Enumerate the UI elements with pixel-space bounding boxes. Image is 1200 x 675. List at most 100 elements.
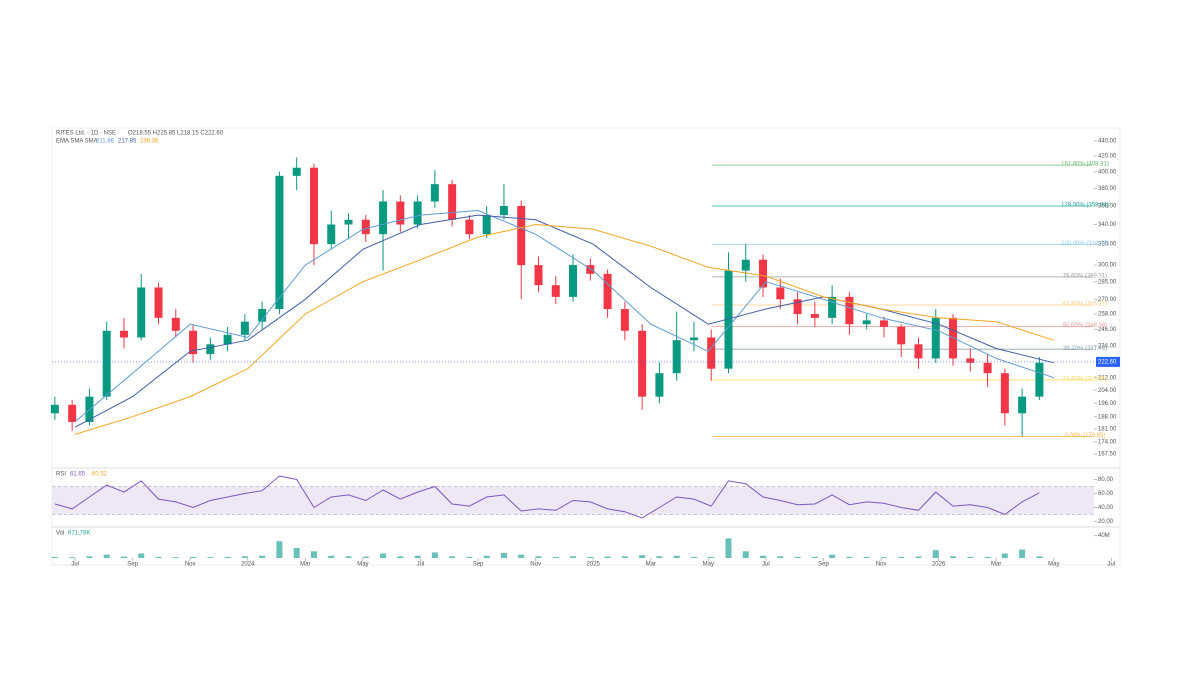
y-tick-label: 258.00 bbox=[1098, 312, 1117, 318]
volume-bar bbox=[483, 555, 490, 558]
y-tick-label: 285.00 bbox=[1098, 279, 1117, 285]
volume-bar bbox=[656, 556, 663, 558]
volume-bar bbox=[777, 556, 784, 558]
y-tick-label: 40.00 bbox=[1098, 505, 1114, 511]
y-tick-label: 167.50 bbox=[1098, 452, 1117, 458]
fib-label: 78.60% (289.31) bbox=[1063, 273, 1107, 279]
volume-bar bbox=[328, 555, 335, 558]
volume-bar bbox=[725, 538, 732, 558]
indicator-value: 217.85 bbox=[118, 139, 137, 145]
x-tick-label: Mar bbox=[300, 562, 310, 568]
volume-bar bbox=[397, 556, 404, 558]
y-tick-label: 181.00 bbox=[1098, 427, 1117, 433]
candle-body bbox=[275, 175, 284, 310]
x-tick-label: May bbox=[357, 562, 368, 568]
volume-bar bbox=[1001, 553, 1008, 558]
y-tick-label: 340.00 bbox=[1098, 222, 1117, 228]
x-tick-label: Nov bbox=[876, 562, 887, 568]
fib-label: 23.60% (210.61) bbox=[1063, 376, 1107, 382]
volume-bar bbox=[293, 547, 300, 558]
y-tick-label: 440.00 bbox=[1098, 138, 1117, 144]
last-price-label: 222.60 bbox=[1098, 359, 1117, 365]
candle-body bbox=[655, 373, 664, 397]
candle-body bbox=[137, 287, 146, 338]
y-tick-label: 420.00 bbox=[1098, 154, 1117, 160]
volume-bar bbox=[604, 556, 611, 558]
volume-bar bbox=[103, 554, 110, 558]
y-tick-label: 360.00 bbox=[1098, 204, 1117, 210]
volume-value: 671.78K bbox=[68, 531, 90, 537]
ohlc-label: O218.55 H225.85 L218.15 C222.60 bbox=[128, 131, 224, 137]
candle-body bbox=[102, 330, 111, 397]
volume-bar bbox=[984, 556, 991, 558]
candle-body bbox=[413, 201, 422, 225]
volume-bar bbox=[449, 556, 456, 558]
volume-bar bbox=[207, 557, 214, 558]
volume-bar bbox=[742, 551, 749, 558]
y-tick-label: 380.00 bbox=[1098, 186, 1117, 192]
volume-bar bbox=[172, 557, 179, 558]
x-tick-label: Sep bbox=[127, 562, 138, 568]
fib-label: 50.00% (248.38) bbox=[1063, 323, 1107, 329]
candle-body bbox=[327, 224, 336, 245]
candle-body bbox=[741, 259, 750, 271]
y-tick-label: 80.00 bbox=[1098, 477, 1114, 483]
volume-bar bbox=[190, 556, 197, 558]
y-tick-label: 270.00 bbox=[1098, 297, 1117, 303]
volume-bar bbox=[950, 556, 957, 558]
volume-bar bbox=[673, 555, 680, 558]
x-tick-label: Jul bbox=[762, 562, 770, 568]
volume-bar bbox=[362, 556, 369, 558]
candle-body bbox=[793, 299, 802, 315]
volume-bar bbox=[587, 556, 594, 558]
candle-body bbox=[534, 265, 543, 286]
moving-average bbox=[74, 214, 1054, 428]
fib-label: 0.00% (176.85) bbox=[1064, 433, 1105, 439]
candle-body bbox=[810, 314, 819, 318]
candle-body bbox=[50, 404, 59, 414]
volume-bar bbox=[1019, 549, 1026, 558]
volume-bar bbox=[380, 553, 387, 558]
volume-bar bbox=[414, 555, 421, 558]
candle-body bbox=[897, 326, 906, 345]
candle-body bbox=[879, 320, 888, 327]
volume-bar bbox=[518, 554, 525, 558]
volume-bar bbox=[535, 556, 542, 558]
candle-body bbox=[1000, 373, 1009, 414]
volume-bar bbox=[1036, 556, 1043, 558]
volume-bar bbox=[138, 553, 145, 558]
volume-bar bbox=[794, 556, 801, 558]
candle-body bbox=[361, 219, 370, 235]
x-tick-label: Sep bbox=[818, 562, 829, 568]
candle-body bbox=[517, 205, 526, 266]
volume-bar bbox=[846, 556, 853, 558]
x-tick-label: Jul bbox=[71, 562, 79, 568]
moving-average bbox=[74, 223, 1054, 435]
volume-bar bbox=[690, 556, 697, 558]
candle-body bbox=[309, 167, 318, 245]
candle-body bbox=[379, 201, 388, 235]
x-tick-label: Mar bbox=[646, 562, 656, 568]
y-tick-label: 212.00 bbox=[1098, 375, 1117, 381]
indicator-label: EMA SMA SMA bbox=[56, 139, 98, 145]
rsi-line bbox=[54, 475, 1040, 519]
moving-average bbox=[74, 209, 1054, 423]
indicator-value: 236.36 bbox=[140, 139, 159, 145]
candle-body bbox=[258, 309, 267, 322]
volume-bar bbox=[621, 556, 628, 558]
volume-bar bbox=[259, 555, 266, 558]
candle-body bbox=[68, 404, 77, 422]
volume-bar bbox=[120, 556, 127, 558]
volume-bar bbox=[224, 556, 231, 558]
candle-body bbox=[1035, 362, 1044, 397]
volume-bar bbox=[880, 557, 887, 558]
indicator-value: 211.86 bbox=[96, 139, 115, 145]
volume-bar bbox=[155, 556, 162, 558]
volume-bar bbox=[69, 557, 76, 558]
candle-body bbox=[759, 259, 768, 288]
volume-bar bbox=[898, 556, 905, 558]
y-tick-label: 204.00 bbox=[1098, 388, 1117, 394]
candle-body bbox=[154, 287, 163, 318]
volume-bar bbox=[829, 554, 836, 558]
